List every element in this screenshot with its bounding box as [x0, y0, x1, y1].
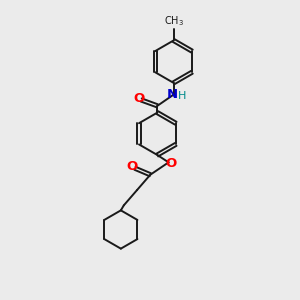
Text: H: H — [178, 91, 187, 101]
Text: O: O — [126, 160, 138, 173]
Text: O: O — [166, 157, 177, 170]
Text: CH$_3$: CH$_3$ — [164, 14, 184, 28]
Text: O: O — [133, 92, 144, 105]
Text: N: N — [167, 88, 178, 101]
